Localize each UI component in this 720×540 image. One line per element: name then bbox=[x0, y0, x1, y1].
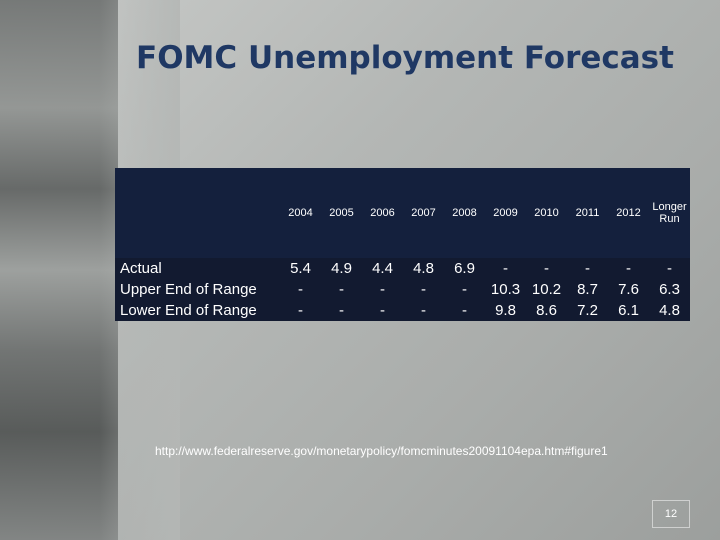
table-row: Lower End of Range - - - - -9.8 8.6 7.2 6.1 4.8 bbox=[115, 300, 690, 321]
header-cell: 2007 bbox=[403, 168, 444, 258]
table-cell: - bbox=[280, 300, 321, 321]
table-cell: - bbox=[280, 279, 321, 300]
table-cell: - bbox=[362, 300, 403, 321]
row-label: Lower End of Range bbox=[115, 300, 280, 321]
table-cell: - bbox=[526, 258, 567, 279]
table-cell: 10.2 bbox=[526, 279, 567, 300]
table-cell: 6.1 bbox=[608, 300, 649, 321]
header-cell: 2009 bbox=[485, 168, 526, 258]
row-label: Upper End of Range bbox=[115, 279, 280, 300]
header-cell: Longer Run bbox=[649, 168, 690, 258]
table-cell: - bbox=[485, 258, 526, 279]
table-cell: 4.4 bbox=[362, 258, 403, 279]
table-cell: - bbox=[444, 300, 485, 321]
header-cell: 2006 bbox=[362, 168, 403, 258]
header-cell: 2011 bbox=[567, 168, 608, 258]
photo-strip bbox=[0, 0, 118, 540]
header-cell: 2010 bbox=[526, 168, 567, 258]
table-cell: - bbox=[567, 258, 608, 279]
source-url: http://www.federalreserve.gov/monetarypo… bbox=[155, 444, 608, 458]
table-cell: 5.4 bbox=[280, 258, 321, 279]
table-cell: - bbox=[321, 279, 362, 300]
header-row: 2004 2005 2006 2007 2008 2009 2010 2011 2012 Long… bbox=[115, 168, 690, 258]
table-cell: - bbox=[321, 300, 362, 321]
table-cell: - bbox=[649, 258, 690, 279]
table-cell: 10.3 bbox=[485, 279, 526, 300]
table-cell: - bbox=[403, 279, 444, 300]
table-cell: 4.8 bbox=[649, 300, 690, 321]
table-cell: 7.6 bbox=[608, 279, 649, 300]
table-cell: 6.3 bbox=[649, 279, 690, 300]
table-cell: 4.9 bbox=[321, 258, 362, 279]
table-cell: 8.7 bbox=[567, 279, 608, 300]
page-number: 12 bbox=[652, 500, 690, 528]
table-cell: 4.8 bbox=[403, 258, 444, 279]
table-cell: - bbox=[403, 300, 444, 321]
table-cell: 6.9 bbox=[444, 258, 485, 279]
forecast-table: 2004 2005 2006 2007 2008 2009 2010 2011 2012 Long… bbox=[115, 168, 690, 321]
header-cell: 2004 bbox=[280, 168, 321, 258]
header-cell: 2005 bbox=[321, 168, 362, 258]
table-cell: - bbox=[362, 279, 403, 300]
table-row: Upper End of Range - - - - -10.3 10.2 8.7 7.6 6.3 bbox=[115, 279, 690, 300]
header-cell bbox=[115, 168, 280, 258]
table-cell: 9.8 bbox=[485, 300, 526, 321]
table-cell: 8.6 bbox=[526, 300, 567, 321]
row-label: Actual bbox=[115, 258, 280, 279]
slide-title: FOMC Unemployment Forecast bbox=[136, 40, 674, 76]
header-cell: 2008 bbox=[444, 168, 485, 258]
table-cell: - bbox=[608, 258, 649, 279]
header-cell: 2012 bbox=[608, 168, 649, 258]
table-cell: - bbox=[444, 279, 485, 300]
table-row: Actual 5.4 4.9 4.4 4.8 6.9- - - - - bbox=[115, 258, 690, 279]
table-cell: 7.2 bbox=[567, 300, 608, 321]
